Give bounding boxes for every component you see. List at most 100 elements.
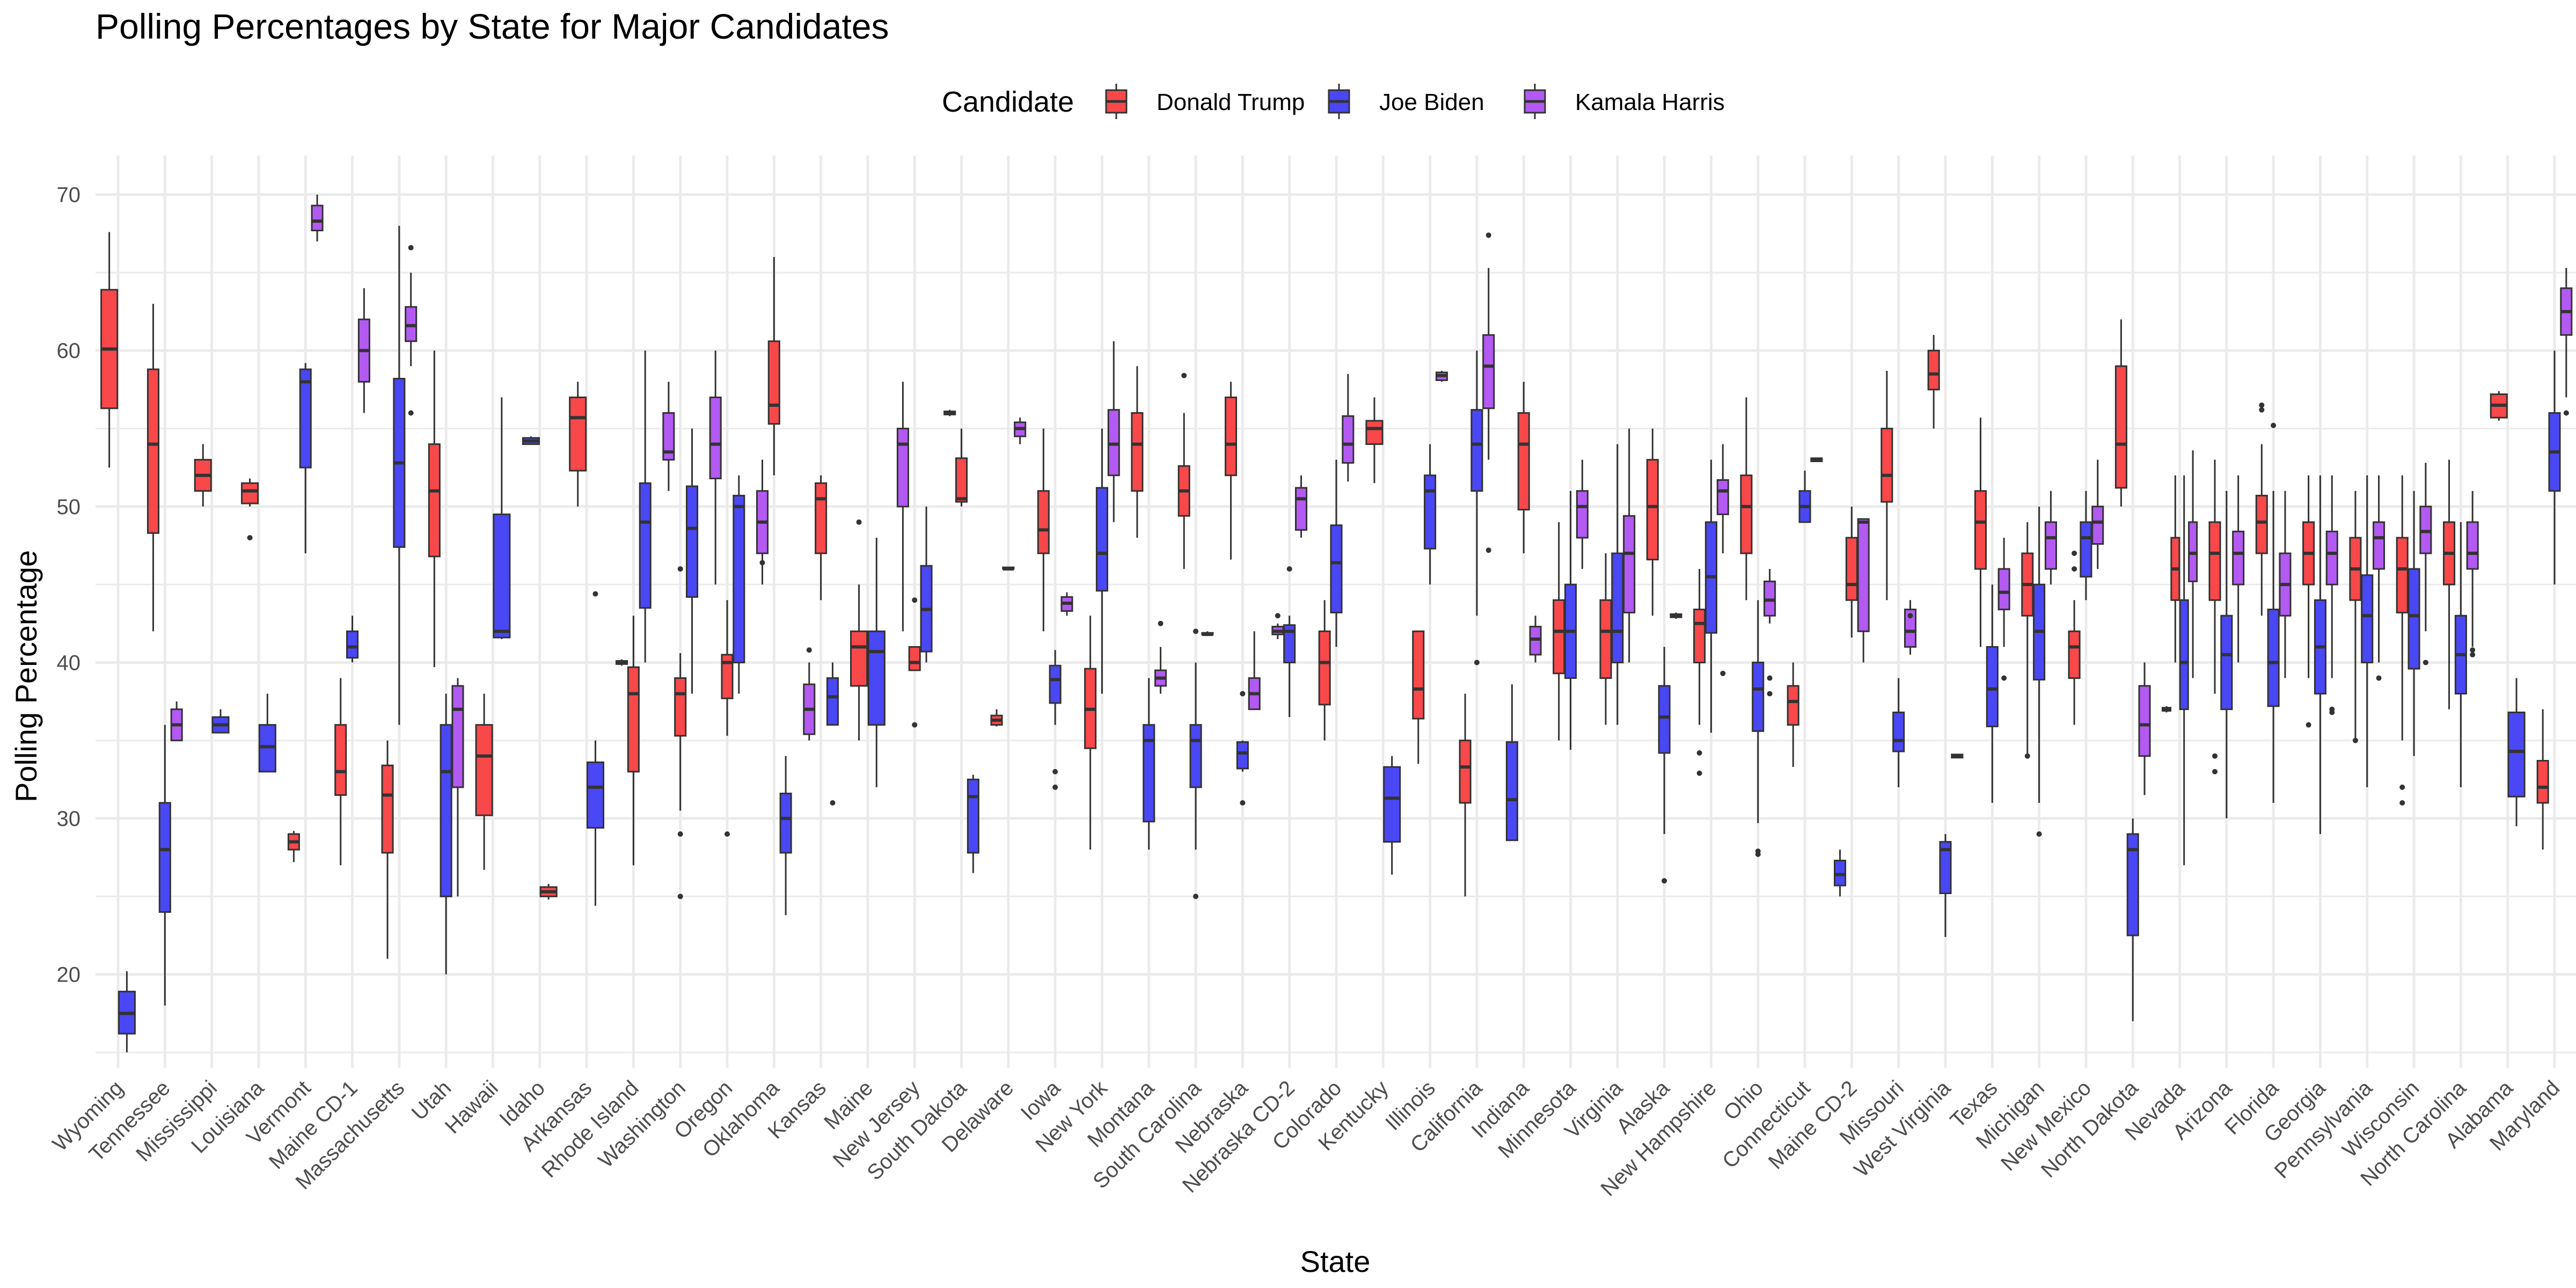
box-body: [1845, 537, 1858, 601]
box: [1974, 418, 1987, 647]
box: [1002, 566, 1015, 571]
box-body: [2325, 530, 2338, 586]
box: [1553, 522, 1565, 741]
chart-title: Polling Percentages by State for Major C…: [96, 6, 889, 46]
outlier-point: [759, 560, 765, 566]
box-body: [1383, 766, 1401, 843]
box: [2267, 422, 2280, 803]
box: [2314, 475, 2327, 835]
box: [2044, 491, 2057, 585]
outlier-point: [2470, 652, 2476, 657]
y-tick-label: 20: [57, 963, 81, 987]
box: [943, 409, 956, 416]
outlier-point: [1193, 628, 1199, 634]
box-body: [1611, 552, 1624, 663]
box: [493, 397, 511, 639]
box: [1939, 834, 1952, 937]
outlier-point: [1485, 232, 1491, 238]
outlier-point: [1767, 691, 1773, 697]
outlier-point: [677, 831, 683, 837]
box-body: [721, 654, 734, 699]
box: [2373, 475, 2385, 681]
outlier-point: [408, 410, 414, 416]
box-body: [1517, 412, 1530, 511]
box: [1014, 418, 1027, 444]
box: [767, 257, 780, 475]
box: [779, 756, 792, 916]
outlier-point: [2212, 753, 2218, 759]
box-body: [767, 340, 780, 425]
box: [1131, 366, 1144, 538]
box-body: [1283, 624, 1296, 663]
box: [2466, 491, 2479, 657]
box: [393, 225, 406, 725]
box-body: [1576, 490, 1589, 539]
outlier-point: [1720, 670, 1726, 676]
boxes: [100, 194, 2573, 1052]
outlier-point: [677, 894, 683, 899]
box-body: [896, 428, 909, 508]
box-body: [2373, 521, 2385, 570]
box-body: [1927, 349, 1940, 391]
outlier-point: [1286, 566, 1292, 572]
outlier-point: [2470, 647, 2476, 653]
box-body: [1037, 490, 1050, 554]
box: [475, 693, 493, 870]
box: [662, 382, 675, 491]
box-body: [475, 724, 493, 816]
box: [2349, 491, 2362, 743]
box: [1482, 232, 1495, 553]
box-body: [967, 778, 979, 854]
box-body: [1143, 724, 1155, 823]
box: [896, 382, 909, 632]
box-body: [147, 368, 160, 534]
outlier-point: [2352, 737, 2358, 743]
box: [194, 444, 212, 507]
legend-item: Joe Biden: [1328, 84, 1484, 119]
outlier-point: [2072, 566, 2077, 572]
box: [2068, 551, 2081, 725]
box-body: [2507, 711, 2526, 797]
box-body: [1752, 661, 1765, 732]
outlier-point: [1158, 620, 1163, 626]
box: [334, 678, 347, 866]
box: [1271, 613, 1284, 639]
box-body: [334, 724, 347, 796]
box: [2419, 463, 2432, 665]
box: [815, 475, 828, 601]
outlier-point: [408, 245, 414, 251]
box-body: [493, 513, 511, 639]
box: [2548, 350, 2561, 585]
box: [2396, 475, 2409, 806]
box-body: [1880, 428, 1893, 503]
box-body: [2208, 521, 2221, 601]
box-body: [908, 646, 921, 671]
box: [1857, 518, 1870, 663]
box: [258, 693, 276, 773]
legend-item: Donald Trump: [1105, 84, 1305, 119]
box-body: [2138, 685, 2151, 757]
box: [428, 350, 441, 668]
box: [627, 616, 640, 866]
outlier-point: [1052, 769, 1058, 774]
box: [733, 475, 745, 694]
box: [118, 971, 136, 1052]
box: [674, 566, 687, 899]
box: [586, 591, 605, 906]
outlier-point: [1767, 675, 1773, 681]
outlier-point: [1907, 613, 1913, 619]
box: [2255, 402, 2268, 616]
box: [826, 662, 839, 806]
outlier-point: [1275, 613, 1280, 619]
box: [1060, 592, 1073, 616]
box-body: [1236, 741, 1249, 770]
outlier-point: [1485, 547, 1491, 553]
box-body: [311, 204, 324, 231]
outlier-point: [1240, 800, 1246, 806]
box: [1752, 600, 1765, 857]
legend-label: Kamala Harris: [1575, 89, 1725, 115]
box: [1904, 600, 1917, 655]
box-body: [674, 677, 687, 737]
box: [2188, 450, 2198, 678]
box: [1670, 612, 1682, 619]
